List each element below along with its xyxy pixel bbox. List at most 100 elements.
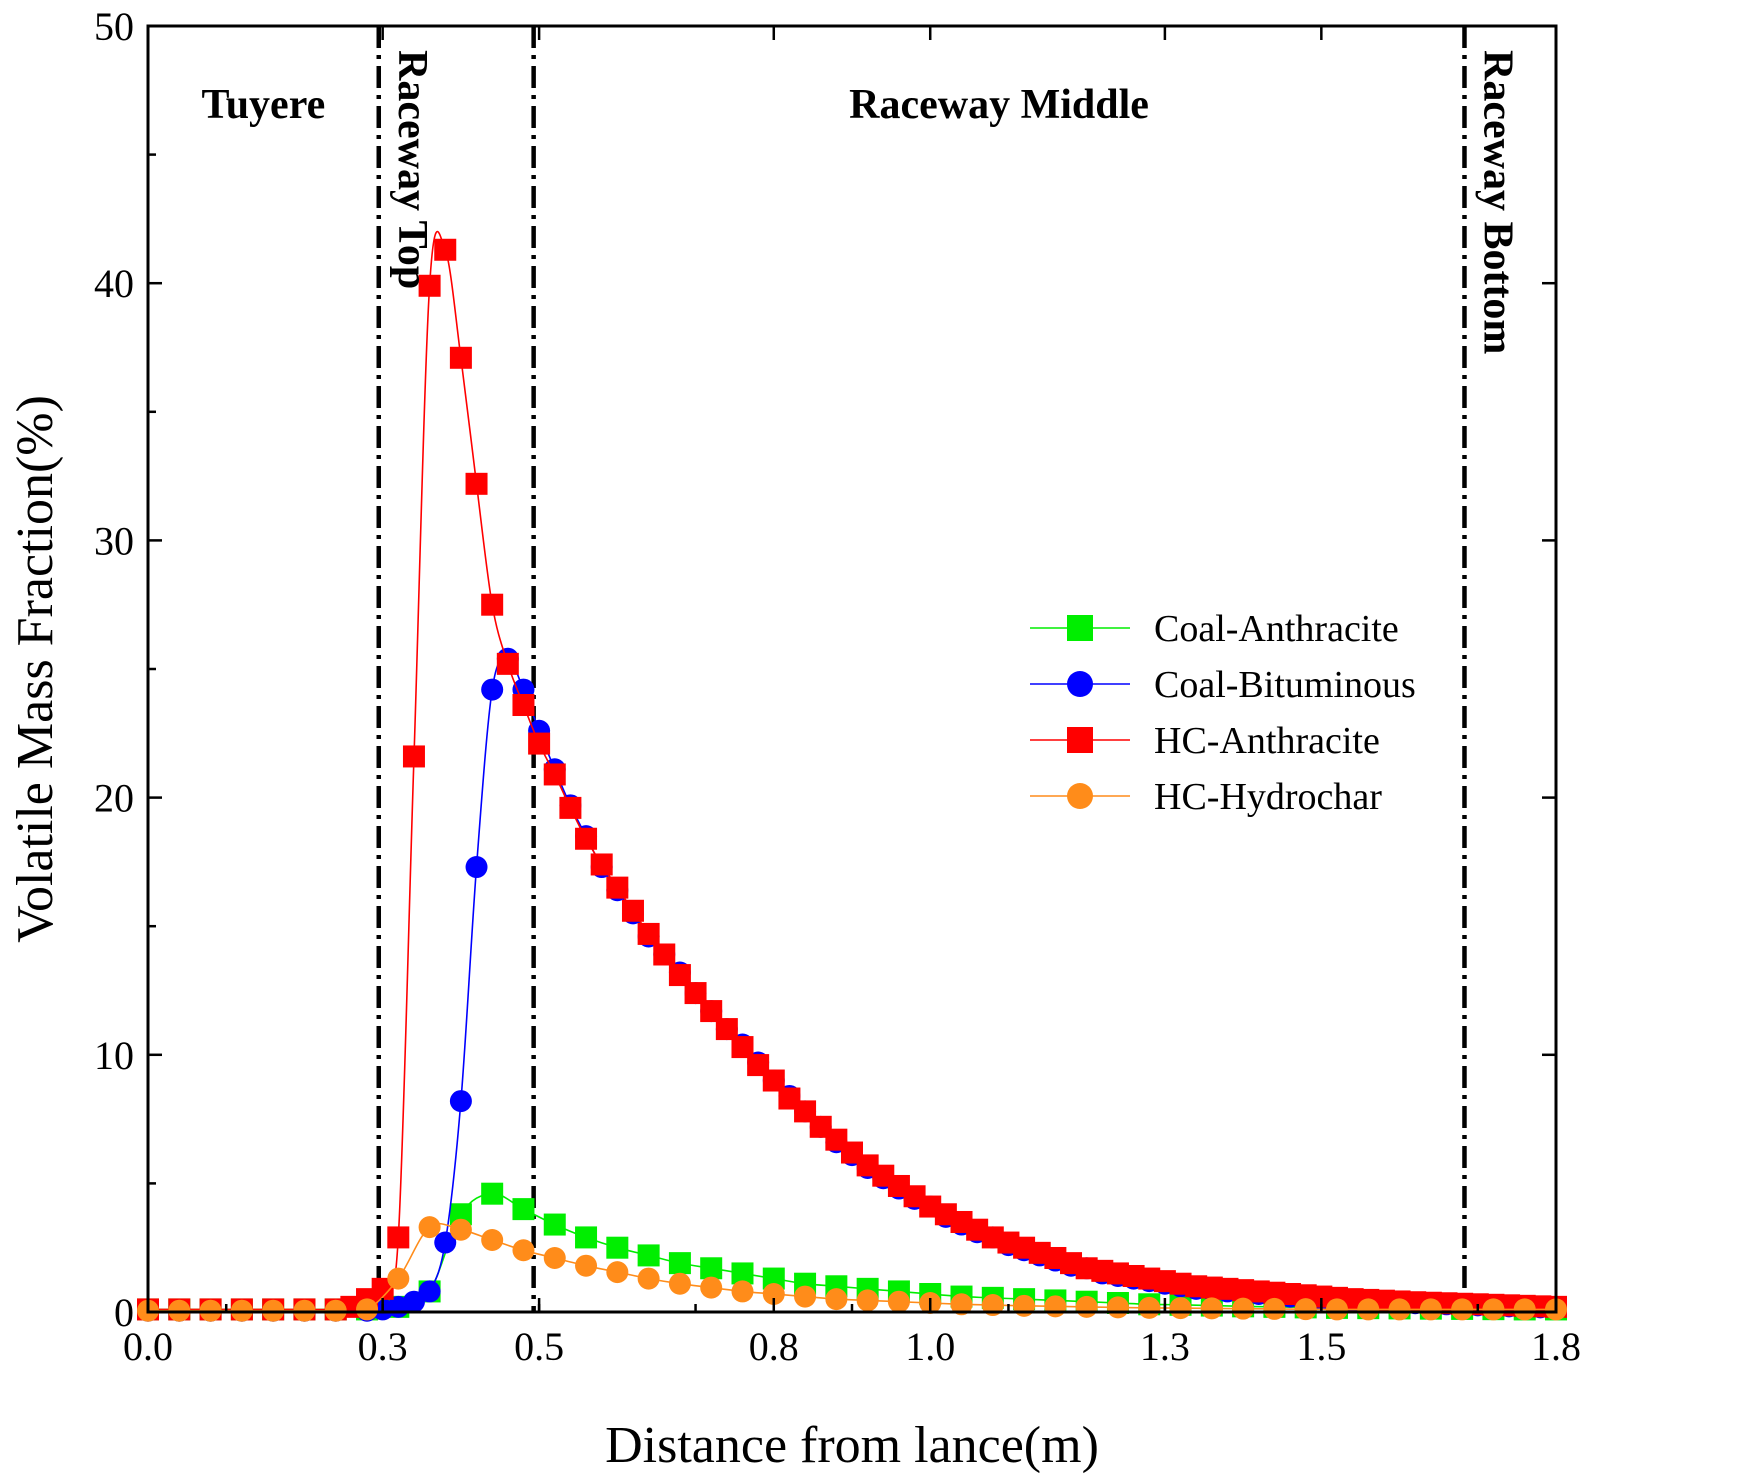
legend-label: HC-Anthracite (1154, 720, 1380, 762)
data-point (684, 982, 707, 1005)
data-point (621, 899, 644, 922)
data-point (465, 856, 488, 879)
y-axis-title: Volatile Mass Fraction(%) (7, 395, 64, 943)
zone-label: Tuyere (202, 82, 326, 128)
legend-marker (1067, 727, 1093, 753)
data-point (1482, 1298, 1505, 1321)
zone-label: Raceway Top (389, 50, 435, 289)
data-point (762, 1267, 785, 1290)
data-point (418, 1280, 441, 1303)
data-point (449, 346, 472, 369)
data-point (1325, 1298, 1348, 1321)
x-tick-label: 1.5 (1296, 1324, 1346, 1369)
data-point (543, 1213, 566, 1236)
y-tick-label: 20 (94, 776, 134, 821)
data-point (449, 1218, 472, 1241)
x-tick-label: 0.0 (123, 1324, 173, 1369)
data-point (481, 678, 504, 701)
x-tick-label: 0.8 (749, 1324, 799, 1369)
data-point (653, 943, 676, 966)
data-point (512, 694, 535, 717)
data-point (543, 763, 566, 786)
legend-item: Coal-Anthracite (1030, 608, 1399, 650)
data-point (668, 964, 691, 987)
x-tick-label: 1.0 (905, 1324, 955, 1369)
data-point (356, 1298, 379, 1321)
data-point (1451, 1298, 1474, 1321)
data-point (950, 1293, 973, 1316)
data-point (715, 1018, 738, 1041)
legend-item: HC-Hydrochar (1030, 776, 1382, 818)
data-point (1075, 1295, 1098, 1318)
data-point (387, 1267, 410, 1290)
data-point (1388, 1298, 1411, 1321)
x-tick-label: 1.3 (1140, 1324, 1190, 1369)
data-point (371, 1277, 394, 1300)
legend: Coal-Anthracite Coal-Bituminous HC-Anthrac… (1030, 608, 1416, 818)
data-point (700, 1257, 723, 1280)
data-point (402, 1290, 425, 1313)
data-point (575, 1254, 598, 1277)
x-tick-label: 0.5 (514, 1324, 564, 1369)
data-point (668, 1272, 691, 1295)
legend-label: Coal-Bituminous (1154, 664, 1416, 706)
data-point (1169, 1297, 1192, 1320)
data-point (481, 593, 504, 616)
data-point (887, 1290, 910, 1313)
data-point (590, 853, 613, 876)
data-point (1294, 1298, 1317, 1321)
data-point (575, 827, 598, 850)
legend-label: HC-Hydrochar (1154, 776, 1382, 818)
data-point (1513, 1298, 1536, 1321)
data-point (637, 1267, 660, 1290)
data-point (668, 1252, 691, 1275)
data-point (606, 1261, 629, 1284)
zone-label: Raceway Middle (849, 82, 1149, 128)
data-point (700, 1000, 723, 1023)
data-point (559, 796, 582, 819)
data-point (1232, 1297, 1255, 1320)
data-point (731, 1036, 754, 1059)
data-point (856, 1289, 879, 1312)
data-point (825, 1288, 848, 1311)
data-point (528, 732, 551, 755)
data-point (496, 652, 519, 675)
legend-label: Coal-Anthracite (1154, 608, 1399, 650)
data-point (700, 1276, 723, 1299)
data-point (762, 1069, 785, 1092)
data-point (1200, 1297, 1223, 1320)
zone-boundaries (376, 26, 1467, 1312)
y-tick-label: 0 (114, 1290, 134, 1335)
data-point (512, 1198, 535, 1221)
data-point (465, 472, 488, 495)
data-point (731, 1262, 754, 1285)
data-point (637, 922, 660, 945)
data-point (449, 1203, 472, 1226)
data-point (402, 745, 425, 768)
data-point (449, 1090, 472, 1113)
data-point (762, 1282, 785, 1305)
data-point (512, 1239, 535, 1262)
legend-marker (1067, 671, 1093, 697)
x-tick-label: 1.8 (1531, 1324, 1581, 1369)
y-tick-label: 10 (94, 1033, 134, 1078)
data-point (575, 1226, 598, 1249)
legend-item: HC-Anthracite (1030, 720, 1380, 762)
data-point (434, 1231, 457, 1254)
data-point (1138, 1296, 1161, 1319)
data-point (731, 1280, 754, 1303)
legend-marker (1067, 783, 1093, 809)
data-point (387, 1226, 410, 1249)
data-point (606, 876, 629, 899)
data-point (1263, 1297, 1286, 1320)
legend-item: Coal-Bituminous (1030, 664, 1416, 706)
data-point (1044, 1295, 1067, 1318)
y-tick-label: 40 (94, 261, 134, 306)
data-point (1357, 1298, 1380, 1321)
data-point (1013, 1294, 1036, 1317)
x-tick-label: 0.3 (358, 1324, 408, 1369)
zone-label: Raceway Bottom (1474, 50, 1520, 354)
data-point (418, 1216, 441, 1239)
data-point (481, 1182, 504, 1205)
